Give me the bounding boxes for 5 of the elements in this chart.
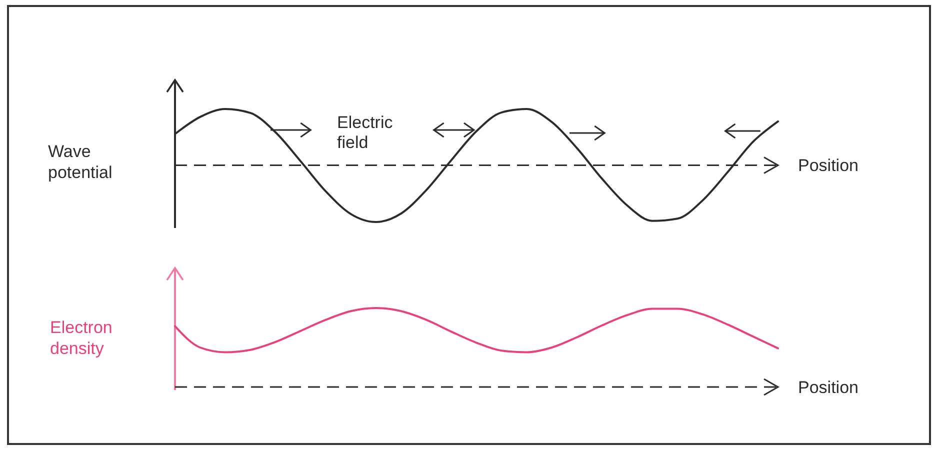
x-axis-title: Position [798, 156, 858, 176]
y-axis-title: Wave potential [48, 142, 112, 182]
annotation: Electric field [337, 113, 394, 152]
y-axis-title: Electron density [50, 318, 112, 358]
x-axis-title: Position [798, 378, 858, 397]
